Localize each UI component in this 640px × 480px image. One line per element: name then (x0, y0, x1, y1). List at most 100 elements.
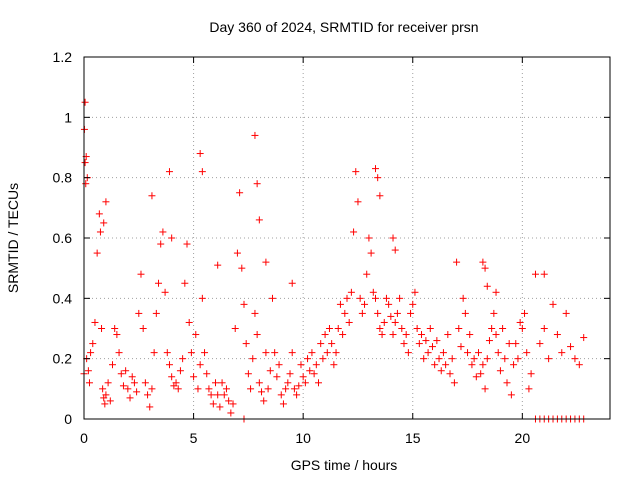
data-point (85, 379, 93, 387)
data-point (137, 270, 145, 278)
data-point (501, 355, 509, 363)
data-point (328, 340, 336, 348)
data-point (293, 391, 301, 399)
data-point (437, 367, 445, 375)
data-point (249, 355, 257, 363)
data-point (540, 270, 548, 278)
data-point (336, 300, 344, 308)
data-point (488, 325, 496, 332)
data-point (264, 385, 272, 393)
data-point (391, 246, 399, 254)
data-point (374, 309, 382, 317)
data-point (376, 192, 384, 200)
data-point (251, 309, 259, 317)
data-point (422, 337, 430, 345)
data-point (128, 373, 136, 381)
data-point (218, 379, 226, 387)
data-point (450, 379, 458, 387)
tick-labels: 0 0.2 0.4 0.6 0.8 1 1.2 0 5 10 15 20 (53, 49, 531, 446)
data-point (207, 391, 215, 399)
data-point (159, 228, 167, 236)
data-point (113, 331, 121, 339)
data-point (415, 340, 423, 348)
y-tick-label: 1 (64, 109, 72, 125)
data-point (347, 288, 355, 296)
data-point (150, 349, 158, 357)
data-point (306, 367, 314, 375)
axis-ticks (83, 56, 610, 420)
data-point (477, 370, 485, 378)
data-point (459, 294, 467, 302)
data-point (187, 349, 195, 357)
data-point (196, 150, 204, 158)
data-point (84, 367, 92, 375)
data-point (389, 331, 397, 339)
data-point (192, 331, 200, 339)
data-point (475, 349, 482, 357)
data-point (380, 318, 388, 326)
data-point (485, 337, 493, 345)
data-point (133, 388, 141, 396)
data-point (468, 361, 476, 369)
data-point (371, 165, 379, 173)
data-point (483, 282, 491, 290)
data-point (87, 349, 95, 357)
data-point (275, 361, 283, 369)
data-point (108, 361, 116, 369)
data-point (179, 355, 187, 363)
data-point (407, 309, 415, 317)
data-point (424, 349, 432, 357)
data-point (354, 198, 362, 206)
data-point (255, 216, 263, 224)
data-point (82, 180, 90, 188)
data-point (389, 234, 397, 242)
data-point (418, 331, 426, 339)
data-point (141, 379, 149, 387)
data-point (503, 379, 511, 387)
data-point (343, 294, 351, 302)
data-point (580, 334, 588, 342)
data-point (102, 391, 110, 399)
data-point (319, 355, 327, 363)
data-point (361, 300, 369, 308)
data-point (490, 309, 498, 317)
data-point (89, 340, 97, 348)
data-point (536, 340, 544, 348)
data-point (124, 385, 132, 393)
data-point (279, 400, 287, 408)
data-point (227, 409, 235, 417)
data-point (115, 349, 123, 357)
data-point (258, 388, 266, 396)
data-point (81, 98, 89, 106)
data-point (155, 279, 163, 287)
y-tick-label: 0.4 (53, 290, 73, 306)
data-point (507, 391, 515, 399)
data-point (521, 309, 529, 317)
data-point (273, 373, 281, 381)
data-point (268, 294, 276, 302)
data-point (499, 325, 507, 332)
data-point (119, 382, 127, 390)
data-point (402, 331, 410, 339)
data-point (352, 168, 360, 176)
data-point (334, 325, 342, 332)
data-point (444, 331, 452, 339)
data-point (102, 198, 110, 206)
data-point (214, 261, 222, 269)
data-point (391, 318, 399, 326)
data-point (330, 361, 338, 369)
data-point (247, 385, 255, 393)
data-point (371, 294, 379, 302)
data-point (229, 400, 237, 408)
data-point (321, 331, 329, 339)
data-point (233, 249, 241, 257)
data-point (196, 361, 204, 369)
data-point (428, 343, 436, 351)
data-point (435, 355, 443, 363)
data-point (165, 361, 173, 369)
data-point (341, 309, 349, 317)
data-point (139, 325, 147, 332)
data-point (466, 331, 474, 339)
data-point (431, 361, 439, 369)
